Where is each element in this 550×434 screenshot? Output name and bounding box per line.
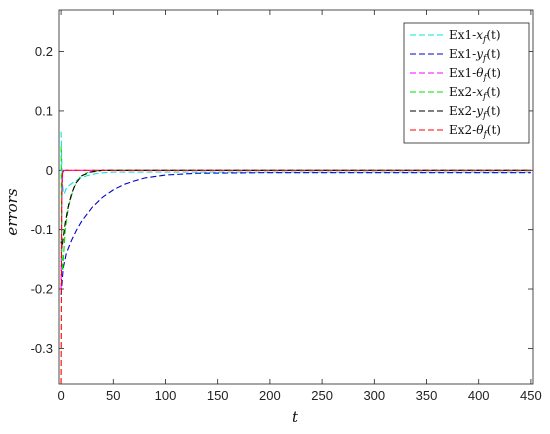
- y-axis-label: errors: [3, 188, 21, 235]
- legend-entry: Ex2-xf(t): [449, 85, 501, 102]
- x-tick-label: 150: [207, 388, 229, 403]
- x-tick-label: 200: [259, 388, 281, 403]
- legend-entry: Ex1-xf(t): [449, 28, 501, 45]
- y-tick-label: -0.3: [31, 341, 53, 356]
- legend-entry: Ex2-yf(t): [449, 104, 501, 121]
- x-tick-label: 0: [57, 388, 64, 403]
- legend-entry: Ex2-θf(t): [449, 123, 501, 140]
- x-tick-label: 300: [363, 388, 385, 403]
- plot-area: 0 50 100 150 200 250 300 350 400 450 0.2 0.1 0 -0.1 -0…: [31, 9, 542, 403]
- y-tick-label: -0.2: [31, 282, 53, 297]
- x-tick-label: 350: [416, 388, 438, 403]
- x-tick-label: 400: [468, 388, 490, 403]
- x-tick-label: 100: [155, 388, 177, 403]
- y-tick-label: 0: [46, 163, 53, 178]
- series-line-6: [60, 169, 531, 384]
- x-tick-label: 50: [106, 388, 120, 403]
- x-tick-label: 250: [311, 388, 333, 403]
- series-line-2: [60, 172, 531, 295]
- x-axis-label: t: [292, 408, 299, 426]
- legend-entry: Ex1-θf(t): [449, 66, 501, 83]
- series-line-5: [60, 169, 531, 248]
- y-tick-label: 0.2: [35, 44, 53, 59]
- x-tick-label: 450: [520, 388, 542, 403]
- legend-entry: Ex1-yf(t): [449, 47, 501, 64]
- legend-box: [403, 22, 530, 144]
- y-tick-label: -0.1: [31, 222, 53, 237]
- y-tick-label: 0.1: [35, 103, 53, 118]
